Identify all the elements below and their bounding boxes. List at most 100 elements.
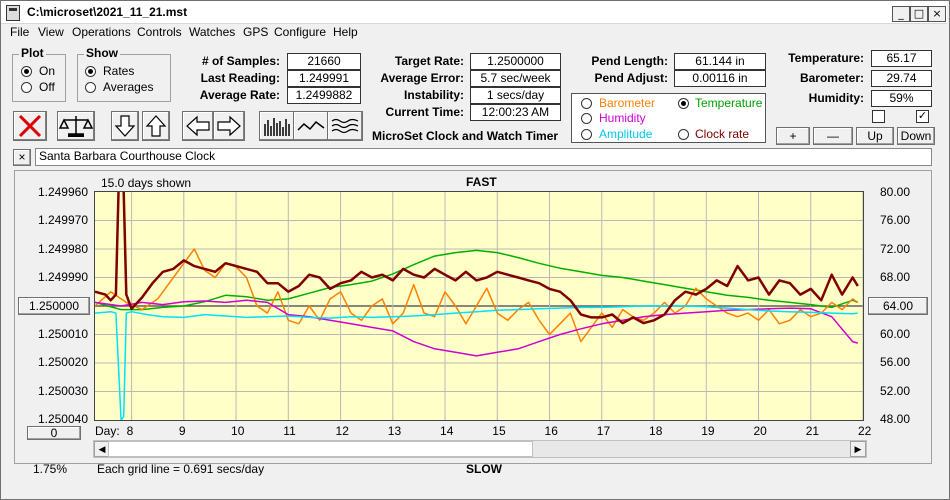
wave-lines-icon [331,118,359,134]
chart-svg [94,185,864,421]
left-tick: 1.250020 [37,355,88,369]
arrow-down-icon [114,115,136,137]
plus-button[interactable]: + [776,127,810,145]
target-rate-value[interactable]: 1.2500000 [470,53,561,70]
x-tick-label: 12 [335,424,349,438]
x-tick-label: 20 [753,424,767,438]
days-shown-label: 15.0 days shown [101,176,192,190]
barometer-value: 29.74 [871,70,932,87]
close-window-button[interactable]: × [928,6,946,22]
menu-controls[interactable]: Controls [137,25,182,39]
menu-watches[interactable]: Watches [189,25,236,39]
bar-graph-icon [264,118,290,136]
x-tick-label: 8 [126,424,134,438]
x-tick-label: 11 [283,424,296,438]
menu-file[interactable]: File [10,25,30,39]
pend-length-label: Pend Length: [591,54,668,68]
show-rates-label: Rates [103,64,135,78]
scroll-right-arrow[interactable]: ▶ [850,441,866,457]
pend-length-value: 61.144 in [674,53,766,70]
show-averages-label: Averages [103,80,154,94]
app-icon [6,5,20,21]
maximize-button[interactable]: □ [910,6,928,22]
instability-label: Instability: [403,88,464,102]
average-rate-label: Average Rate: [199,88,280,102]
down-button[interactable]: Down [897,127,935,145]
pend-adjust-label: Pend Adjust: [594,71,668,85]
series-clock-rate [94,185,859,325]
arrow-up-icon [145,115,167,137]
humidity-checkbox-2[interactable]: ✓ [916,110,929,123]
right-tick: 80.00 [879,185,910,199]
barometer-label: Barometer: [799,71,864,85]
x-tick-label: 15 [492,424,506,438]
plot-group-title: Plot [19,46,46,60]
scroll-thumb[interactable] [108,441,533,457]
left-tick: 1.249970 [37,213,88,227]
minus-button[interactable]: — [813,127,853,145]
average-rate-value: 1.2499882 [287,87,361,104]
x-tick-label: 9 [178,424,186,438]
menu-configure[interactable]: Configure [274,25,327,39]
series-amplitude [94,305,858,421]
x-tick-label: 13 [387,424,402,438]
right-tick: 56.00 [879,355,910,369]
amplitude-radio[interactable] [581,129,592,140]
temperature-label: Temperature: [788,51,864,65]
product-name: MicroSet Clock and Watch Timer [372,129,559,143]
stop-button[interactable] [13,111,47,141]
instability-value: 1 secs/day [470,87,561,104]
scroll-right-button[interactable] [213,111,245,141]
clock-rate-radio[interactable] [678,129,689,140]
show-group: Show [77,46,171,102]
x-tick-label: 16 [544,424,558,438]
minimize-button[interactable]: _ [892,6,910,22]
arrow-left-icon [186,115,210,137]
barometer-legend-label: Barometer [599,96,656,110]
show-averages-radio[interactable] [85,82,96,93]
offset-button[interactable]: 0 [27,426,81,440]
barometer-radio[interactable] [581,98,592,109]
last-reading-value: 1.249991 [287,70,361,87]
menu-view[interactable]: View [38,25,64,39]
red-x-icon [18,114,42,138]
humidity-label: Humidity: [808,91,864,105]
line-graph-button[interactable] [293,111,329,141]
menu-gps[interactable]: GPS [243,25,269,39]
temperature-value: 65.17 [871,50,932,67]
plot-off-label: Off [39,80,55,94]
temperature-radio[interactable] [678,98,689,109]
menu-help[interactable]: Help [333,25,358,39]
scroll-left-button[interactable] [182,111,214,141]
left-tick: 1.250010 [37,327,88,341]
day-axis-prefix: Day: [95,424,120,438]
wave-graph-button[interactable] [327,111,363,141]
up-button[interactable]: Up [856,127,894,145]
humidity-checkbox-1[interactable] [872,110,885,123]
humidity-legend-label: Humidity [599,111,646,125]
right-tick: 76.00 [879,213,910,227]
plot-on-radio[interactable] [21,66,32,77]
amplitude-legend-label: Amplitude [599,127,653,141]
balance-button[interactable] [57,111,95,141]
chart-scrollbar[interactable]: ◀ ▶ [93,440,867,458]
show-rates-radio[interactable] [85,66,96,77]
x-tick-label: 19 [701,424,715,438]
center-env-button[interactable]: 64.00 [868,297,928,315]
x-tick-label: 17 [596,424,611,438]
series-temperature [94,249,859,311]
bar-graph-button[interactable] [259,111,295,141]
menu-operations[interactable]: Operations [72,25,131,39]
description-input[interactable]: Santa Barbara Courthouse Clock [35,148,932,166]
plot-on-label: On [39,64,56,78]
scroll-down-button[interactable] [111,111,139,141]
humidity-radio[interactable] [581,113,592,124]
plot-off-radio[interactable] [21,82,32,93]
clock-rate-legend-label: Clock rate [695,127,750,141]
target-rate-label: Target Rate: [394,54,464,68]
right-tick: 60.00 [879,327,910,341]
center-rate-button[interactable]: 1.250000 [18,297,90,315]
scroll-up-button[interactable] [142,111,170,141]
average-error-label: Average Error: [380,71,464,85]
description-close-button[interactable]: × [13,149,31,166]
